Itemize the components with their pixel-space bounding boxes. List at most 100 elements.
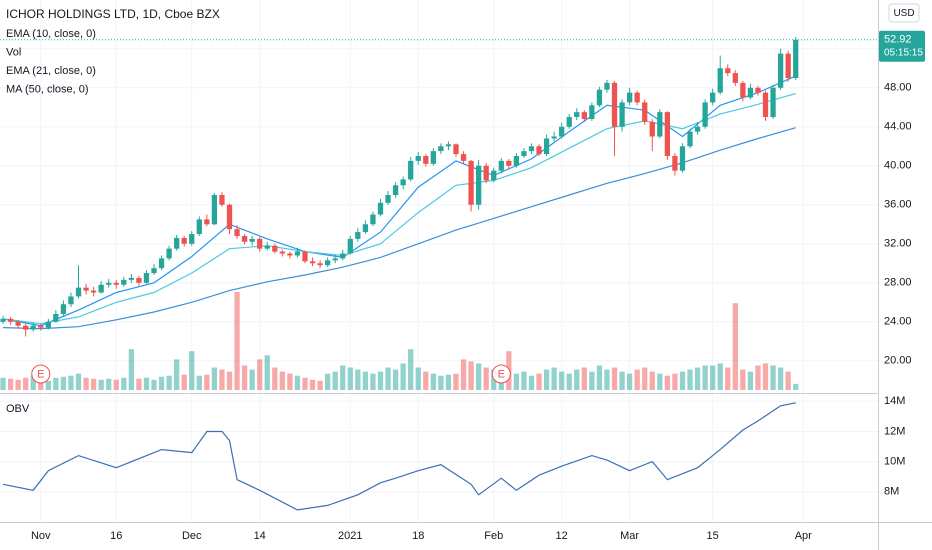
candle-body (634, 92, 640, 103)
candle-body (234, 229, 240, 236)
volume-bar (392, 369, 399, 390)
grid (0, 0, 878, 522)
candle-body (83, 287, 89, 291)
candle-body (38, 325, 44, 328)
volume-bar (45, 380, 51, 390)
candle-body (460, 154, 467, 161)
volume-bar (302, 377, 308, 390)
earnings-label: E (37, 368, 44, 380)
y-tick-label: 40.00 (884, 160, 912, 172)
volume-bar (15, 379, 21, 390)
obv-label: OBV (6, 403, 30, 415)
x-tick-label: 14 (254, 530, 266, 542)
candle-body (596, 89, 603, 106)
volume-bar (777, 367, 784, 390)
candle-body (747, 87, 754, 98)
candle-body (347, 238, 353, 254)
volume-bar (702, 365, 708, 390)
candle-body (309, 261, 316, 264)
volume-bar (121, 377, 127, 390)
y-tick-label: 44.00 (884, 121, 912, 133)
candle-body (68, 296, 74, 305)
volume-bar (559, 371, 565, 390)
volume-bar (151, 379, 157, 390)
candle-body (483, 165, 489, 181)
volume-bar (453, 373, 459, 390)
y-tick-label: 36.00 (884, 199, 912, 211)
volume-bar (370, 373, 376, 390)
volume-bar (604, 369, 610, 390)
candle-body (340, 253, 346, 259)
volume-bar (468, 361, 474, 390)
candle-body (793, 39, 799, 79)
candle-body (777, 53, 784, 88)
volume-bar (30, 375, 36, 390)
candle-body (672, 156, 678, 171)
volume-bar (581, 367, 587, 390)
volume-bar (770, 365, 776, 390)
volume-bar (362, 371, 369, 390)
volume-bar (98, 379, 104, 390)
y-tick-label: 32.00 (884, 238, 912, 250)
candle-body (611, 82, 618, 127)
volume-bar (460, 359, 467, 390)
candle-body (785, 53, 791, 79)
volume-bar (574, 369, 580, 390)
x-tick-label: 12 (556, 530, 568, 542)
candle-body (574, 112, 580, 118)
candle-body (755, 87, 761, 93)
candle-body (400, 179, 406, 186)
volume-bar (596, 365, 603, 390)
volume-bar (657, 373, 663, 390)
candle-body (445, 144, 452, 147)
volume-bar (181, 374, 187, 390)
candle-body (521, 151, 527, 157)
currency[interactable]: USD (893, 8, 914, 19)
candle-body (717, 68, 723, 93)
candle-body (332, 258, 338, 261)
volume-bar (430, 373, 436, 390)
candle-body (241, 235, 248, 242)
candle-body (189, 234, 195, 244)
candle-body (657, 112, 663, 137)
candle-body (121, 279, 127, 285)
volume-bar (438, 375, 444, 390)
chart-title: ICHOR HOLDINGS LTD, 1D, Cboe BZX (6, 7, 220, 21)
volume-bar (717, 363, 723, 390)
volume-bar (672, 373, 678, 390)
volume-bar (75, 373, 82, 390)
volume-bar (287, 373, 293, 390)
earnings-marker (491, 364, 511, 384)
candle-body (294, 251, 301, 256)
obv-tick-label: 14M (884, 395, 905, 407)
volume-bar (747, 371, 754, 390)
candle-body (174, 237, 180, 249)
volume-bar (415, 367, 421, 390)
last-price-box (879, 30, 925, 62)
volume-bar (219, 369, 225, 390)
indicator-line (2, 75, 796, 327)
volume-bar (725, 367, 731, 390)
volume-bar (445, 374, 452, 390)
candle-body (166, 248, 172, 259)
currency-button[interactable] (888, 3, 920, 23)
candle-body (536, 146, 542, 155)
volume-bar (664, 375, 671, 390)
volume-bar (83, 377, 89, 390)
x-tick-label: Apr (795, 530, 812, 542)
x-tick-label: Nov (31, 530, 51, 542)
volume-bar (611, 367, 618, 390)
candle-body (113, 282, 119, 285)
candle-body (392, 185, 399, 196)
candle-body (355, 232, 361, 239)
candle-body (498, 160, 504, 171)
volume-bar (158, 376, 165, 390)
volume-bar (325, 373, 331, 390)
candle-body (53, 313, 59, 322)
volume-bar (762, 363, 769, 390)
volume-bar (309, 379, 316, 390)
